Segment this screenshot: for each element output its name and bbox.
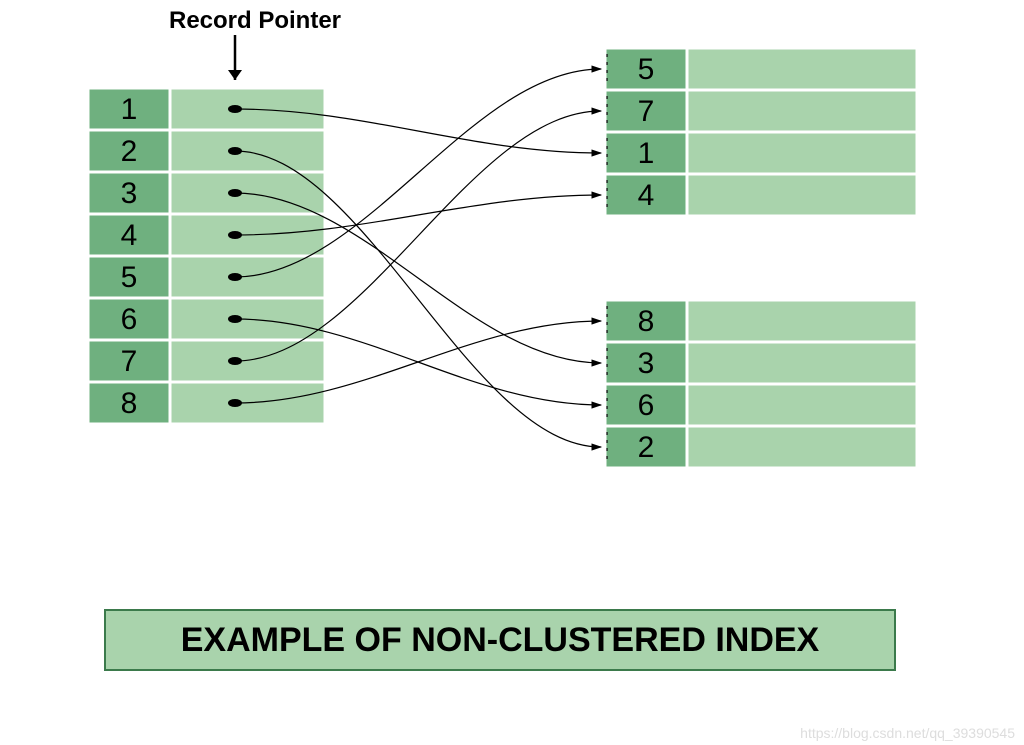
diagram-canvas: 1 2 3 4 5 6 7 8 5 7 1 4 8 3 6 2 Record Pointer EXAMPLE OF… <box>0 0 1024 745</box>
data-a-key-text: 4 <box>638 179 655 212</box>
data-a-value-cell <box>687 48 917 90</box>
title-text: EXAMPLE OF NON-CLUSTERED INDEX <box>181 621 820 659</box>
index-value-cell <box>170 256 325 298</box>
data-b-key-text: 2 <box>638 431 655 464</box>
data-a-value-cell <box>687 174 917 216</box>
data-a-key-text: 1 <box>638 137 655 170</box>
index-key-text: 8 <box>121 387 138 420</box>
data-b-key-text: 6 <box>638 389 655 422</box>
data-a-value-cell <box>687 132 917 174</box>
record-pointer-label: Record Pointer <box>169 7 341 34</box>
index-key-text: 4 <box>121 219 138 252</box>
data-b-value-cell <box>687 426 917 468</box>
data-b-key-text: 3 <box>638 347 655 380</box>
watermark-text: https://blog.csdn.net/qq_39390545 <box>800 725 1015 741</box>
data-b-value-cell <box>687 342 917 384</box>
index-key-text: 5 <box>121 261 138 294</box>
data-b-key-text: 8 <box>638 305 655 338</box>
index-key-text: 6 <box>121 303 138 336</box>
index-key-text: 2 <box>121 135 138 168</box>
index-key-text: 3 <box>121 177 138 210</box>
data-a-key-text: 7 <box>638 95 655 128</box>
data-b-value-cell <box>687 384 917 426</box>
data-a-value-cell <box>687 90 917 132</box>
index-key-text: 7 <box>121 345 138 378</box>
data-a-key-text: 5 <box>638 53 655 86</box>
index-key-text: 1 <box>121 93 138 126</box>
index-value-cell <box>170 340 325 382</box>
data-b-value-cell <box>687 300 917 342</box>
index-value-cell <box>170 130 325 172</box>
